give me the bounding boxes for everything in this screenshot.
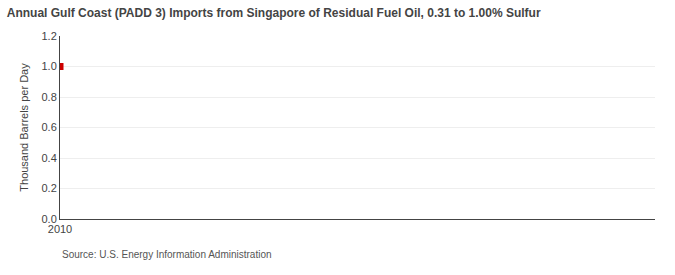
svg-text:0.2: 0.2 bbox=[42, 182, 57, 194]
svg-text:2010: 2010 bbox=[48, 223, 72, 235]
svg-text:Source: U.S. Energy Informatio: Source: U.S. Energy Information Administ… bbox=[62, 249, 272, 260]
svg-text:1.2: 1.2 bbox=[42, 30, 57, 42]
svg-text:Annual Gulf Coast (PADD 3) Imp: Annual Gulf Coast (PADD 3) Imports from … bbox=[7, 6, 541, 20]
svg-text:1.0: 1.0 bbox=[42, 60, 57, 72]
svg-text:0.8: 0.8 bbox=[42, 91, 57, 103]
svg-text:Thousand Barrels per Day: Thousand Barrels per Day bbox=[18, 63, 30, 192]
svg-text:0.4: 0.4 bbox=[42, 152, 57, 164]
svg-text:0.6: 0.6 bbox=[42, 121, 57, 133]
svg-text:0.0: 0.0 bbox=[42, 213, 57, 225]
